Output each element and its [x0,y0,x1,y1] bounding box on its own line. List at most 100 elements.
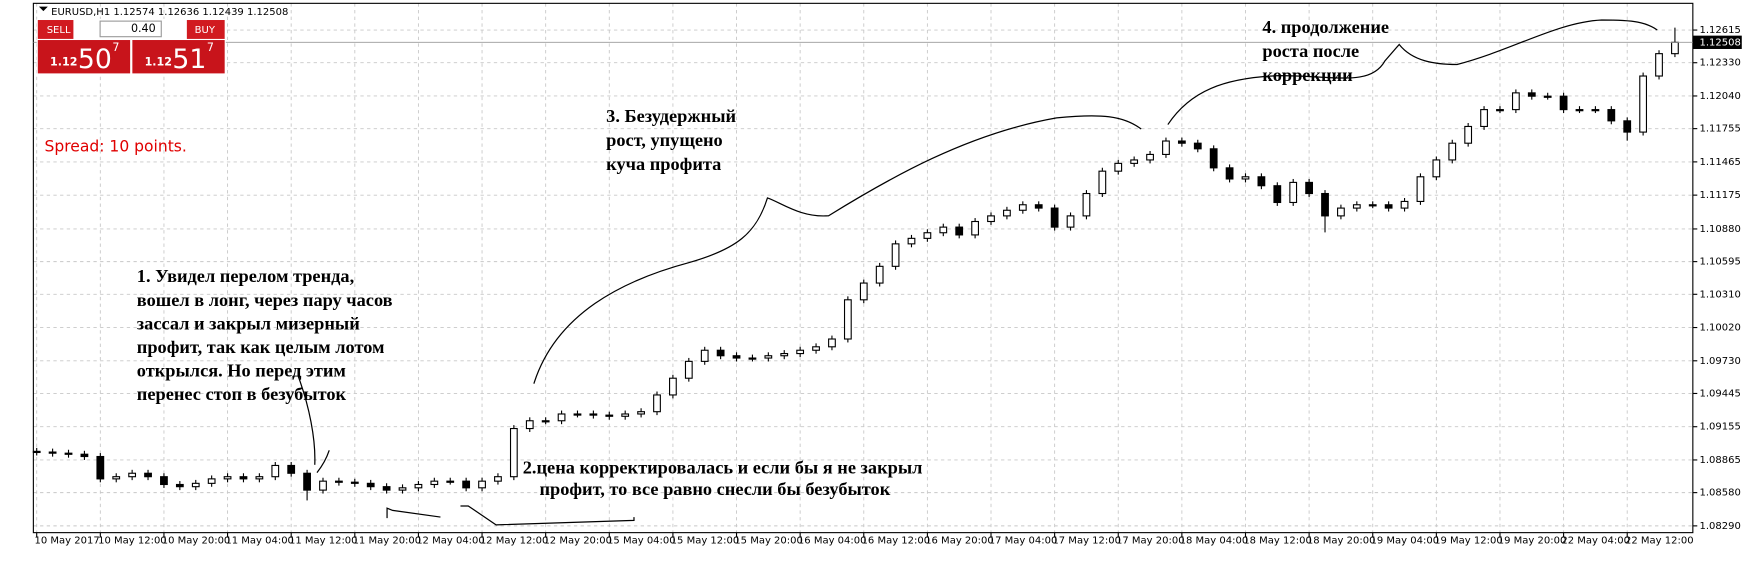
candle-body [1241,176,1250,180]
sell-prefix: 1.12 [50,56,77,69]
candle-body [1003,209,1011,217]
candle-body [907,237,916,245]
candle-body [1162,140,1170,155]
candle-body [828,338,836,348]
x-tick-label: 16 May 20:00 [925,535,994,546]
candle-body [1591,109,1600,112]
candle-body [764,355,773,359]
y-tick-label: 1.09155 [1700,422,1741,433]
candle-body [1066,215,1075,228]
y-tick-label: 1.10310 [1700,289,1741,300]
candle-body [573,413,582,416]
candle-body [987,215,995,223]
buy-prefix: 1.12 [145,56,172,69]
candle-body [859,282,868,301]
axis-labels: 1.12615 1.12330 1.12040 1.11755 1.11465 1.111… [33,25,1742,546]
sell-button[interactable] [37,20,74,39]
grid [33,3,1693,533]
x-tick-label: 10 May 12:00 [98,535,167,546]
candle-body [366,482,375,488]
candle-body [1018,204,1027,211]
candle-body [732,355,741,359]
candle-body [525,420,534,430]
candle-body [223,476,232,480]
candle-body [1511,92,1520,111]
candle-body [64,452,73,455]
candle-body [748,357,757,360]
buy-label: BUY [195,25,216,36]
buy-sup: 7 [207,41,214,54]
current-price-label: 1.12508 [1700,37,1741,48]
y-tick-label: 1.12330 [1700,58,1741,69]
annotation-line: перенес стоп в безубыток [137,384,347,404]
x-tick-label: 17 May 04:00 [989,535,1058,546]
x-tick-label: 11 May 20:00 [353,535,422,546]
candle-body [1496,109,1504,112]
candle-body [160,476,168,486]
x-tick-label: 22 May 04:00 [1561,535,1630,546]
candle-body [557,413,566,422]
candle-body [1639,75,1648,133]
buy-button[interactable] [186,20,225,39]
x-tick-label: 15 May 04:00 [607,535,676,546]
candle-body [1337,207,1345,217]
candle-body [1464,125,1473,144]
trade-panel: SELL BUY 0.40 1.12 50 7 1.12 51 7 [36,18,226,75]
candle-body [112,476,121,480]
x-tick-label: 12 May 12:00 [480,535,549,546]
candle-body [589,413,598,416]
candle-body [207,478,216,484]
candle-body [1082,192,1091,217]
candle-body [1527,92,1536,97]
sell-box[interactable] [37,40,131,74]
candle-body [1623,120,1632,133]
candle-body [1098,170,1107,195]
x-tick-label: 11 May 04:00 [225,535,294,546]
annotation-line: открылся. Но перед этим [137,360,346,380]
candle-body [446,480,455,483]
candles [32,27,1679,501]
candle-body [350,481,359,484]
candle-body [1543,95,1552,98]
candle-body [48,451,57,454]
spread: Spread: 10 points. [44,137,186,155]
candle-body [669,377,677,396]
x-tick-label: 10 May 2017 [34,535,99,546]
candle-body [478,480,486,489]
x-tick-label: 19 May 04:00 [1371,535,1440,546]
candle-body [494,476,502,482]
x-tick-label: 18 May 04:00 [1180,535,1249,546]
candle-body [1655,53,1663,77]
curve-2 [386,505,635,526]
annotation-line: 3. Безудержный [606,106,736,126]
candle-body [700,349,709,362]
curve-4 [1167,19,1658,125]
plot-frame [32,2,1694,534]
candle-body [80,453,89,458]
candle-body [287,464,296,474]
candle-body [1130,159,1139,164]
candle-body [509,427,518,478]
candle-body [398,487,407,491]
x-tick-label: 17 May 20:00 [1116,535,1185,546]
candle-body [303,472,311,491]
annotation-line: зассал и закрыл мизерный [137,313,360,333]
curve-1 [297,375,330,473]
candle-body [255,476,264,480]
buy-box[interactable] [132,40,225,74]
candle-body [621,413,630,417]
annotation-line: рост, упущено [606,130,723,150]
candle-body [1193,142,1202,150]
candle-body [144,472,152,478]
candle-body [382,486,391,491]
buy-big: 51 [172,44,206,75]
candle-body [875,265,884,284]
candle-body [1368,204,1377,207]
lot-input[interactable] [99,20,162,38]
candle-body [1177,140,1186,144]
candle-body [239,476,248,480]
annotations: 1. Увидел перелом тренда, вошел в лонг, ч… [137,17,1389,499]
y-tick-label: 1.08865 [1700,455,1741,466]
y-tick-label: 1.11755 [1700,124,1741,135]
